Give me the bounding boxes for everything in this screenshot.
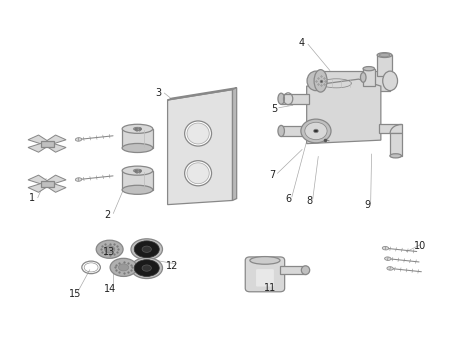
Text: 5: 5 [271, 104, 277, 114]
Ellipse shape [313, 129, 318, 133]
Ellipse shape [314, 70, 327, 92]
Ellipse shape [250, 257, 280, 264]
Polygon shape [167, 90, 232, 205]
Text: 14: 14 [104, 284, 116, 294]
Ellipse shape [307, 71, 325, 91]
Ellipse shape [134, 260, 159, 276]
Text: 15: 15 [69, 289, 81, 299]
Ellipse shape [185, 121, 212, 146]
Ellipse shape [301, 266, 310, 274]
Text: 10: 10 [414, 241, 426, 251]
Text: 12: 12 [166, 261, 179, 271]
Ellipse shape [142, 246, 152, 252]
Ellipse shape [187, 163, 209, 184]
Ellipse shape [122, 166, 153, 175]
Ellipse shape [75, 138, 82, 141]
Text: 13: 13 [103, 247, 115, 257]
Text: 8: 8 [306, 196, 312, 206]
Polygon shape [46, 135, 66, 144]
Ellipse shape [110, 258, 137, 276]
Polygon shape [40, 181, 53, 187]
Ellipse shape [185, 161, 212, 186]
Ellipse shape [122, 185, 153, 194]
Ellipse shape [133, 127, 142, 131]
FancyBboxPatch shape [245, 257, 285, 292]
Bar [122, 129, 153, 148]
Ellipse shape [96, 240, 123, 258]
Ellipse shape [387, 267, 393, 270]
Polygon shape [28, 175, 48, 184]
Ellipse shape [105, 246, 115, 253]
Polygon shape [40, 141, 53, 147]
Ellipse shape [382, 246, 389, 250]
FancyBboxPatch shape [256, 269, 274, 287]
Bar [281, 126, 311, 136]
Text: 3: 3 [155, 88, 161, 98]
Ellipse shape [379, 53, 390, 57]
Text: 1: 1 [29, 193, 35, 203]
Bar [390, 133, 402, 156]
Polygon shape [167, 88, 237, 100]
Ellipse shape [131, 239, 162, 260]
Ellipse shape [187, 123, 209, 144]
Polygon shape [307, 79, 381, 144]
Text: 6: 6 [285, 194, 291, 204]
Bar [316, 71, 390, 91]
Polygon shape [28, 144, 48, 152]
Ellipse shape [278, 125, 285, 136]
Polygon shape [46, 144, 66, 152]
Bar [377, 55, 392, 76]
Bar [280, 266, 306, 274]
Bar [281, 94, 309, 104]
Polygon shape [232, 88, 237, 201]
Ellipse shape [142, 265, 152, 271]
Bar [122, 171, 153, 190]
Ellipse shape [278, 93, 285, 104]
Ellipse shape [122, 144, 153, 153]
Ellipse shape [133, 169, 142, 172]
Ellipse shape [301, 119, 331, 143]
Ellipse shape [363, 66, 375, 71]
Ellipse shape [377, 52, 392, 57]
Polygon shape [28, 183, 48, 192]
Text: 7: 7 [269, 170, 275, 180]
Polygon shape [28, 135, 48, 144]
Polygon shape [46, 183, 66, 192]
Ellipse shape [390, 154, 401, 158]
Ellipse shape [119, 264, 129, 271]
Bar [363, 69, 375, 86]
Ellipse shape [131, 258, 162, 279]
Ellipse shape [134, 241, 159, 258]
Ellipse shape [360, 72, 366, 82]
Text: 11: 11 [264, 283, 276, 293]
Ellipse shape [383, 71, 398, 91]
Polygon shape [46, 175, 66, 184]
Text: 9: 9 [364, 199, 370, 210]
Ellipse shape [385, 257, 391, 260]
Ellipse shape [75, 178, 82, 181]
Text: 4: 4 [299, 37, 305, 48]
Ellipse shape [122, 124, 153, 133]
Ellipse shape [305, 122, 327, 140]
Bar [379, 125, 402, 133]
Text: 2: 2 [104, 210, 111, 220]
